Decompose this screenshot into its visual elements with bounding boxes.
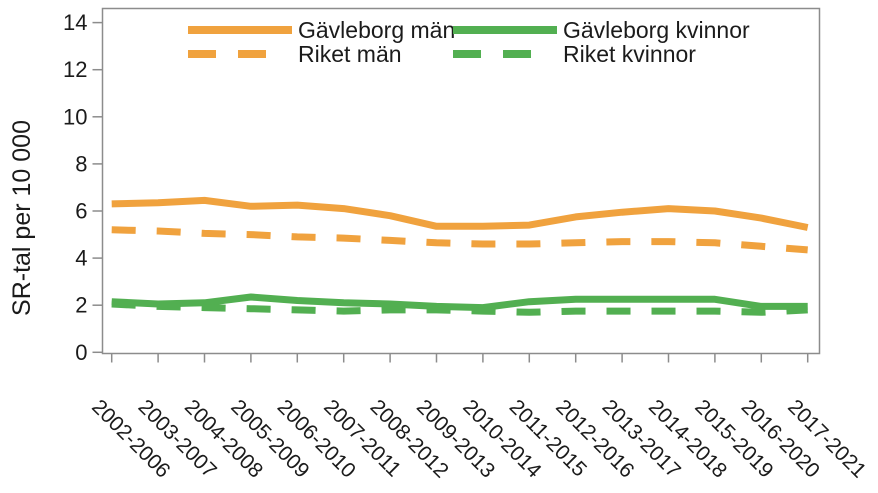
plot-border: [101, 7, 821, 355]
y-tick-label: 4: [75, 246, 87, 271]
y-axis-ticks: 0 2 4 6 8 10 12 14: [63, 10, 103, 365]
y-axis-title: SR-tal per 10 000: [8, 120, 36, 316]
y-tick-label: 14: [63, 10, 87, 35]
y-tick-label: 0: [75, 340, 87, 365]
x-axis-ticks: 2002-20062003-20072004-20082005-20092006…: [87, 353, 870, 483]
legend-label-gavleborg-man: Gävleborg män: [298, 17, 455, 43]
series-lines: [111, 196, 809, 316]
y-tick-label: 8: [75, 151, 87, 176]
legend-label-riket-man: Riket män: [298, 41, 402, 67]
legend-label-riket-kvinnor: Riket kvinnor: [563, 41, 696, 67]
legend-label-gavleborg-kvinnor: Gävleborg kvinnor: [563, 17, 750, 43]
y-tick-label: 10: [63, 104, 87, 129]
y-tick-label: 6: [75, 199, 87, 224]
y-tick-label: 2: [75, 293, 87, 318]
series-line-gavleborg-kvinnor: [111, 293, 808, 312]
y-tick-label: 12: [63, 57, 87, 82]
series-line-riket-man: [111, 226, 808, 254]
series-line-gavleborg-man: [111, 196, 809, 231]
